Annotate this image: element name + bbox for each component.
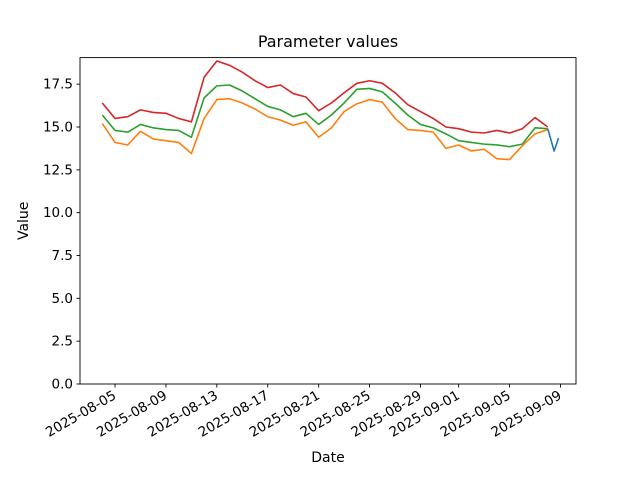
series-green-line bbox=[101, 84, 548, 148]
series-layer bbox=[101, 60, 560, 161]
y-tick-label: 0.0 bbox=[52, 377, 73, 393]
y-tick-label: 12.5 bbox=[43, 162, 73, 178]
x-axis-label: Date bbox=[311, 450, 344, 466]
series-red-line bbox=[101, 60, 549, 134]
chart-title: Parameter values bbox=[258, 32, 398, 51]
y-tick-label: 10.0 bbox=[43, 205, 73, 221]
axes-spines bbox=[79, 57, 577, 385]
y-tick-label: 7.5 bbox=[52, 248, 73, 264]
plot-area bbox=[80, 57, 576, 384]
y-tick-label: 2.5 bbox=[52, 334, 73, 350]
y-tick-label: 5.0 bbox=[52, 291, 73, 307]
series-blue-line bbox=[546, 128, 560, 152]
y-tick-label: 15.0 bbox=[43, 119, 73, 135]
y-axis-label: Value bbox=[16, 202, 32, 240]
series-orange-line bbox=[101, 97, 549, 161]
y-tick-label: 17.5 bbox=[43, 77, 73, 93]
